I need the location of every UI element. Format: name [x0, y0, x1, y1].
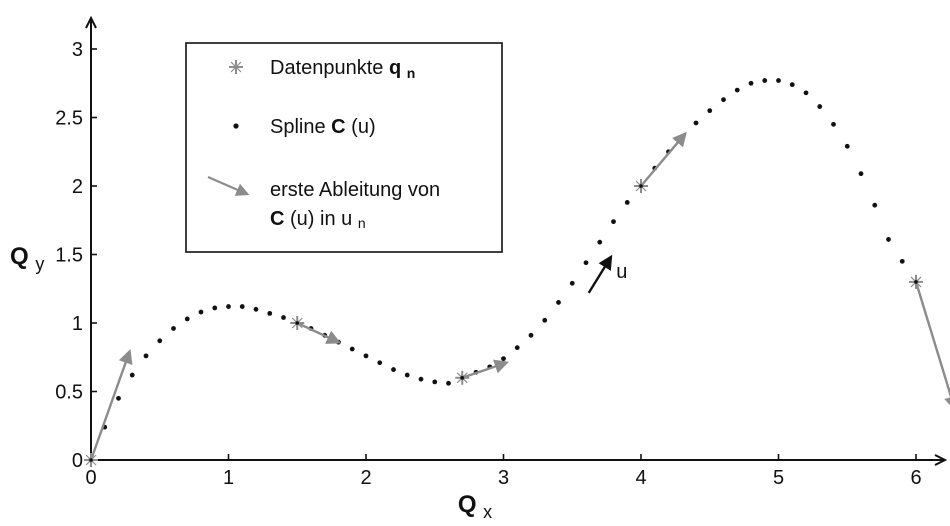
spline-point	[735, 88, 740, 93]
y-tick-label: 2.5	[55, 108, 83, 130]
data-point-marker	[909, 275, 923, 289]
legend-derivative-line1: erste Ableitung von	[270, 179, 440, 201]
spline-point	[199, 310, 204, 315]
spline-point	[721, 97, 726, 102]
x-axis-title-main: Q	[458, 491, 477, 518]
spline-point	[831, 122, 836, 127]
spline-point	[776, 78, 781, 83]
spline-point	[254, 307, 259, 312]
spline-point	[542, 318, 547, 323]
spline-point	[804, 90, 809, 95]
spline-point	[529, 333, 534, 338]
spline-point	[762, 78, 767, 83]
legend-spline-text: Spline	[270, 116, 331, 138]
legend-derivative-after: (u) in u	[290, 208, 352, 230]
spline-point	[625, 200, 630, 205]
y-tick-label: 1.5	[55, 245, 83, 267]
spline-point	[130, 373, 135, 378]
spline-point	[790, 82, 795, 87]
legend-label-data-points: Datenpunkte q n	[270, 57, 415, 81]
legend-label-spline: Spline C (u)	[270, 116, 376, 138]
spline-point	[556, 300, 561, 305]
data-point-marker	[290, 316, 304, 330]
data-point-marker	[455, 371, 469, 385]
y-tick-label: 0.5	[55, 382, 83, 404]
legend-derivative-bold: C	[270, 208, 284, 230]
derivative-arrow	[641, 134, 685, 186]
x-tick-label: 0	[85, 467, 96, 489]
legend-data-points-text: Datenpunkte	[270, 57, 389, 79]
spline-point	[707, 108, 712, 113]
y-tick-label: 1	[72, 313, 83, 335]
spline-point	[872, 203, 877, 208]
derivative-arrow	[91, 352, 130, 460]
spline-point	[694, 121, 699, 126]
x-tick-label: 6	[910, 467, 921, 489]
spline-point	[405, 373, 410, 378]
legend-derivative-sub: n	[358, 215, 366, 231]
direction-arrow	[589, 257, 611, 293]
spline-point	[240, 304, 245, 309]
spline-point	[584, 260, 589, 265]
direction-annotation: u	[589, 257, 628, 293]
derivative-arrow	[297, 323, 338, 342]
x-tick-label: 3	[498, 467, 509, 489]
spline-point	[611, 219, 616, 224]
spline-point	[570, 281, 575, 286]
data-point-marker	[634, 179, 648, 193]
legend-label-derivative-line2: C (u) in u n	[270, 208, 366, 231]
spline-point	[446, 381, 451, 386]
derivative-arrow	[462, 363, 506, 378]
x-tick-label: 5	[773, 467, 784, 489]
legend-data-points-sub: n	[407, 65, 416, 81]
x-tick-label: 4	[635, 467, 646, 489]
y-tick-label: 0	[72, 450, 83, 472]
direction-label: u	[616, 261, 627, 283]
spline-point	[817, 104, 822, 109]
derivative-arrow	[916, 282, 950, 408]
spline-point	[116, 396, 121, 401]
spline-point	[267, 311, 272, 316]
spline-point	[157, 338, 162, 343]
spline-point	[226, 304, 231, 309]
spline-point	[350, 347, 355, 352]
spline-point	[364, 353, 369, 358]
spline-point	[515, 345, 520, 350]
spline-point	[377, 360, 382, 365]
spline-point	[859, 171, 864, 176]
x-axis-title-sub: x	[483, 502, 492, 522]
y-axis-title-main: Q	[10, 243, 29, 270]
spline-point	[185, 316, 190, 321]
y-axis-title-sub: y	[35, 254, 44, 274]
data-point-marker	[84, 453, 98, 467]
legend-spline-bold: C	[331, 116, 345, 138]
spline-point	[845, 144, 850, 149]
spline-point	[171, 326, 176, 331]
spline-point	[900, 259, 905, 264]
spline-point	[281, 315, 286, 320]
x-tick-label: 1	[223, 467, 234, 489]
spline-point	[391, 367, 396, 372]
spline-point	[212, 306, 217, 311]
y-axis-title: Q y	[10, 243, 44, 274]
x-tick-label: 2	[360, 467, 371, 489]
spline-point	[749, 81, 754, 86]
y-tick-label: 2	[72, 176, 83, 198]
plus-marker-icon	[229, 60, 243, 74]
x-axis-title: Q x	[458, 491, 492, 522]
legend: Datenpunkte q n Spline C (u) erste Ablei…	[186, 43, 502, 252]
y-tick-label: 3	[72, 39, 83, 61]
spline-point	[597, 240, 602, 245]
legend-data-points-bold: q	[389, 57, 401, 79]
spline-point	[432, 380, 437, 385]
legend-spline-after: (u)	[351, 116, 375, 138]
spline-point	[501, 356, 506, 361]
spline-point	[144, 353, 149, 358]
spline-point	[886, 237, 891, 242]
legend-label-derivative-line1: erste Ableitung von	[270, 179, 440, 201]
spline-point	[419, 377, 424, 382]
dot-marker-icon	[233, 123, 238, 128]
